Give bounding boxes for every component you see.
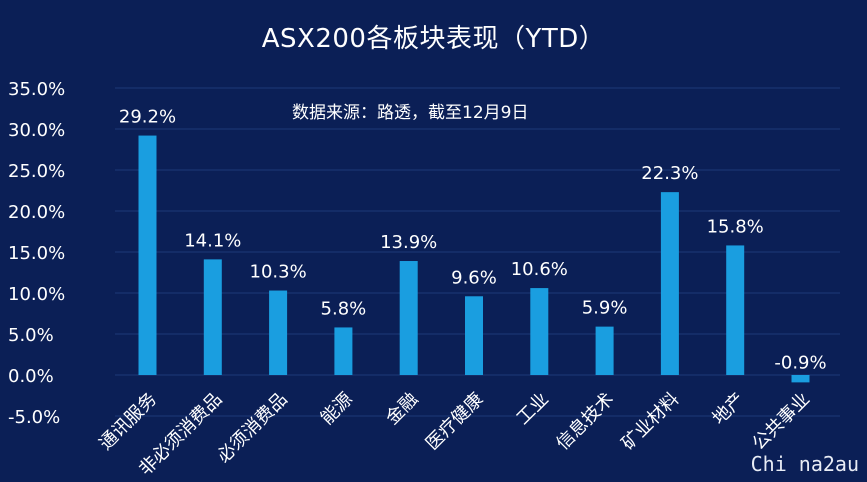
data-label: 10.6% [511,259,568,280]
bar [138,135,157,375]
y-tick-label: 25.0% [8,161,65,182]
data-label: 9.6% [451,267,497,288]
bar [334,327,353,375]
x-tick-label: 金融 [382,389,422,429]
bar [595,326,614,375]
y-tick-label: 0.0% [8,366,54,387]
y-tick-label: 5.0% [8,325,54,346]
y-tick-label: 30.0% [8,120,65,141]
chart-title: ASX200各板块表现（YTD） [261,24,606,54]
bar [465,296,483,375]
data-label: 22.3% [641,163,698,184]
data-label: 15.8% [707,216,764,237]
x-tick-label: 工业 [513,389,553,429]
x-tick-label: 能源 [317,389,357,429]
data-label: 5.9% [582,298,628,319]
bar [269,290,288,375]
data-label: 10.3% [250,262,307,283]
y-tick-label: 10.0% [8,284,65,305]
y-tick-label: 20.0% [8,202,65,223]
x-tick-label: 信息技术 [552,389,618,455]
y-tick-label: -5.0% [8,407,60,428]
data-label: 13.9% [380,232,437,253]
data-source-annotation: 数据来源：路透，截至12月9日 [292,103,529,123]
bar [399,261,418,375]
bar [660,192,679,375]
y-tick-label: 35.0% [8,79,65,100]
x-tick-label: 必须消费品 [213,389,291,467]
data-label: -0.9% [774,352,826,373]
y-tick-label: 15.0% [8,243,65,264]
x-tick-label: 公共事业 [748,389,814,455]
bar [203,259,222,375]
bar [791,375,810,383]
bar [726,245,745,375]
x-tick-label: 医疗健康 [422,389,488,455]
x-tick-label: 地产 [708,389,748,429]
data-label: 14.1% [184,230,241,251]
x-tick-label: 通讯服务 [95,389,161,455]
x-tick-label: 矿业材料 [618,389,684,455]
data-label: 5.8% [321,298,367,319]
watermark: Chi na2au [750,452,859,476]
bar [530,288,549,375]
data-label: 29.2% [119,107,176,128]
